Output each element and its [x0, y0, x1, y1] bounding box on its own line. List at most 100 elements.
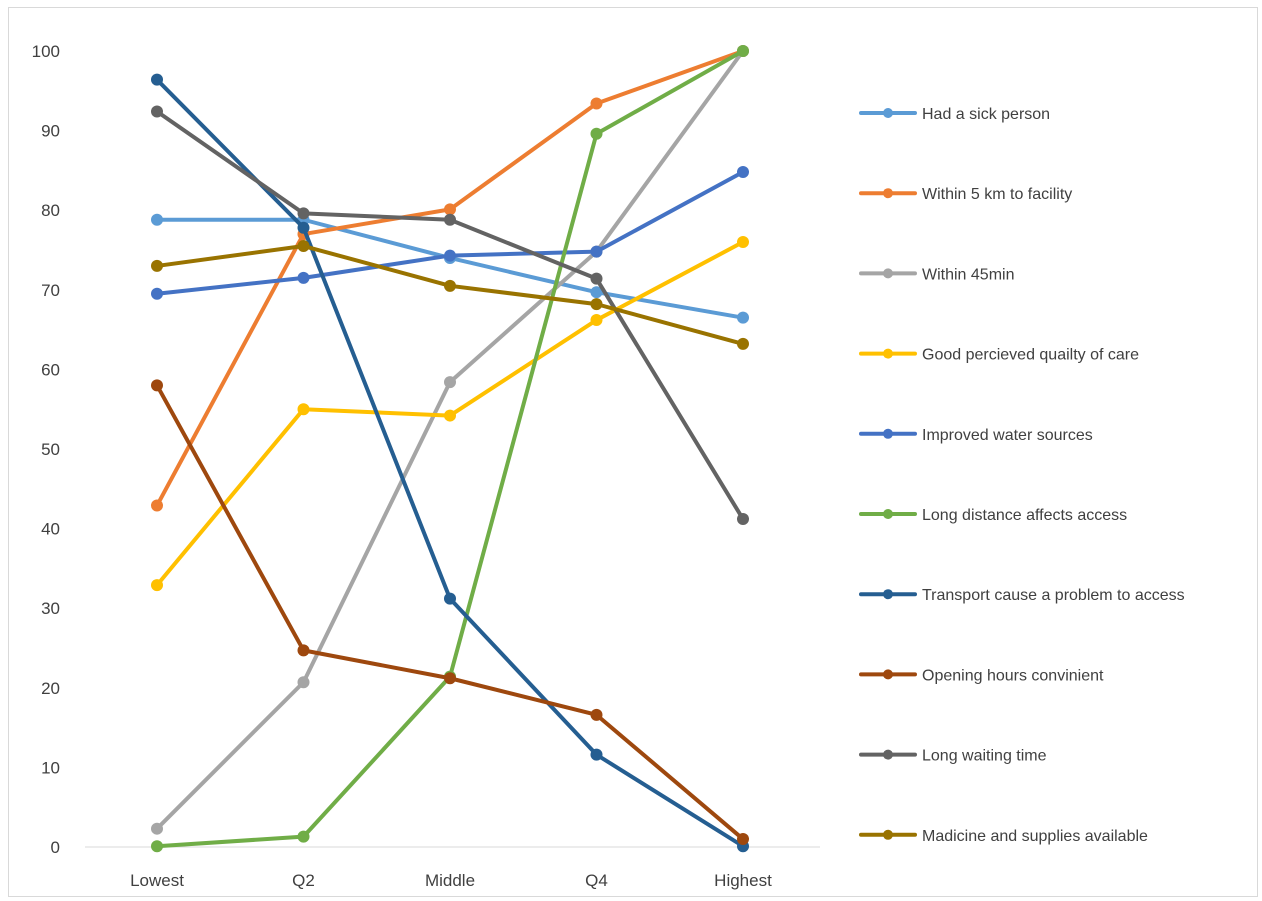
data-point	[737, 337, 749, 350]
y-tick-label: 80	[41, 201, 60, 220]
data-point	[151, 259, 163, 272]
data-point	[444, 592, 456, 605]
legend-swatch-marker	[883, 829, 893, 840]
data-point	[151, 499, 163, 512]
legend-label: Good percieved quailty of care	[922, 347, 1139, 364]
data-point	[444, 376, 456, 389]
data-point	[151, 213, 163, 226]
data-point	[444, 213, 456, 226]
series-4	[151, 165, 749, 300]
series-line	[155, 383, 745, 842]
series-line	[155, 49, 745, 508]
legend-label: Within 5 km to facility	[922, 186, 1072, 203]
legend-item: Within 45min	[859, 266, 1014, 283]
data-point	[444, 672, 456, 685]
data-point	[297, 271, 310, 284]
legend-label: Within 45min	[922, 266, 1014, 283]
x-tick-label: Highest	[714, 871, 772, 890]
data-point	[737, 311, 749, 324]
data-point	[590, 272, 603, 285]
series-0	[151, 213, 749, 324]
x-tick-label: Q2	[292, 871, 315, 890]
legend-swatch-marker	[883, 268, 893, 279]
legend: Had a sick person Within 5 km to facility…	[859, 106, 1185, 845]
data-point	[590, 127, 603, 140]
legend-item: Opening hours convinient	[859, 667, 1104, 684]
legend-item: Within 5 km to facility	[859, 186, 1072, 203]
data-point	[444, 249, 456, 262]
data-point	[444, 409, 456, 422]
legend-item: Had a sick person	[859, 106, 1050, 123]
legend-label: Transport cause a problem to access	[922, 587, 1185, 604]
data-point	[737, 833, 749, 846]
series-7	[151, 379, 749, 846]
x-tick-label: Middle	[425, 871, 475, 890]
y-tick-label: 0	[51, 838, 60, 857]
data-point	[151, 379, 163, 392]
legend-swatch-marker	[883, 108, 893, 118]
legend-swatch-marker	[883, 348, 893, 359]
y-axis: 0 10 20 30 40 50 60 70 80 90 100	[32, 42, 60, 857]
data-point	[590, 748, 603, 761]
chart-frame	[8, 7, 1258, 897]
data-point	[151, 287, 163, 300]
series-3	[151, 236, 749, 592]
data-point	[297, 676, 310, 689]
y-tick-label: 20	[41, 679, 60, 698]
legend-swatch-marker	[883, 428, 893, 439]
data-point	[151, 105, 163, 118]
data-point	[737, 45, 749, 57]
data-point	[590, 245, 603, 258]
legend-swatch-marker	[883, 188, 893, 199]
y-tick-label: 90	[41, 122, 60, 141]
data-point	[297, 644, 310, 657]
data-point	[737, 513, 749, 526]
series-8	[151, 105, 749, 526]
y-tick-label: 50	[41, 440, 60, 459]
series-6	[151, 73, 749, 853]
data-point	[151, 840, 163, 853]
legend-item: Madicine and supplies available	[859, 828, 1148, 845]
legend-item: Long waiting time	[859, 748, 1047, 765]
y-tick-label: 100	[32, 42, 60, 61]
x-tick-label: Q4	[585, 871, 608, 890]
x-axis: Lowest Q2 Middle Q4 Highest	[85, 846, 820, 890]
legend-label: Improved water sources	[922, 427, 1093, 444]
data-point	[297, 403, 310, 416]
legend-label: Long waiting time	[922, 748, 1047, 765]
data-point	[151, 822, 163, 835]
legend-label: Opening hours convinient	[922, 667, 1104, 684]
y-tick-label: 30	[41, 599, 60, 618]
series-1	[151, 45, 749, 512]
data-point	[590, 97, 603, 110]
legend-swatch-marker	[883, 509, 893, 519]
data-point	[444, 279, 456, 292]
data-point	[590, 286, 603, 299]
data-point	[737, 236, 749, 249]
data-point	[590, 708, 603, 721]
data-point	[297, 207, 310, 220]
series-line	[155, 77, 745, 849]
data-point	[590, 314, 603, 327]
series-line	[155, 169, 745, 296]
data-point	[444, 203, 456, 216]
data-point	[297, 221, 310, 234]
data-point	[297, 830, 310, 843]
legend-swatch-marker	[883, 669, 893, 680]
legend-swatch-marker	[883, 589, 893, 600]
legend-swatch-marker	[883, 749, 893, 760]
y-tick-label: 10	[41, 758, 60, 777]
legend-label: Had a sick person	[922, 106, 1050, 123]
series-9	[151, 240, 749, 350]
legend-item: Improved water sources	[859, 427, 1093, 444]
legend-item: Good percieved quailty of care	[859, 347, 1139, 364]
series-layer	[151, 45, 749, 853]
y-tick-label: 60	[41, 360, 60, 379]
legend-label: Long distance affects access	[922, 507, 1127, 524]
x-tick-label: Lowest	[130, 871, 184, 890]
legend-label: Madicine and supplies available	[922, 828, 1148, 845]
data-point	[151, 73, 163, 86]
legend-item: Transport cause a problem to access	[859, 587, 1185, 604]
y-tick-label: 70	[41, 281, 60, 300]
